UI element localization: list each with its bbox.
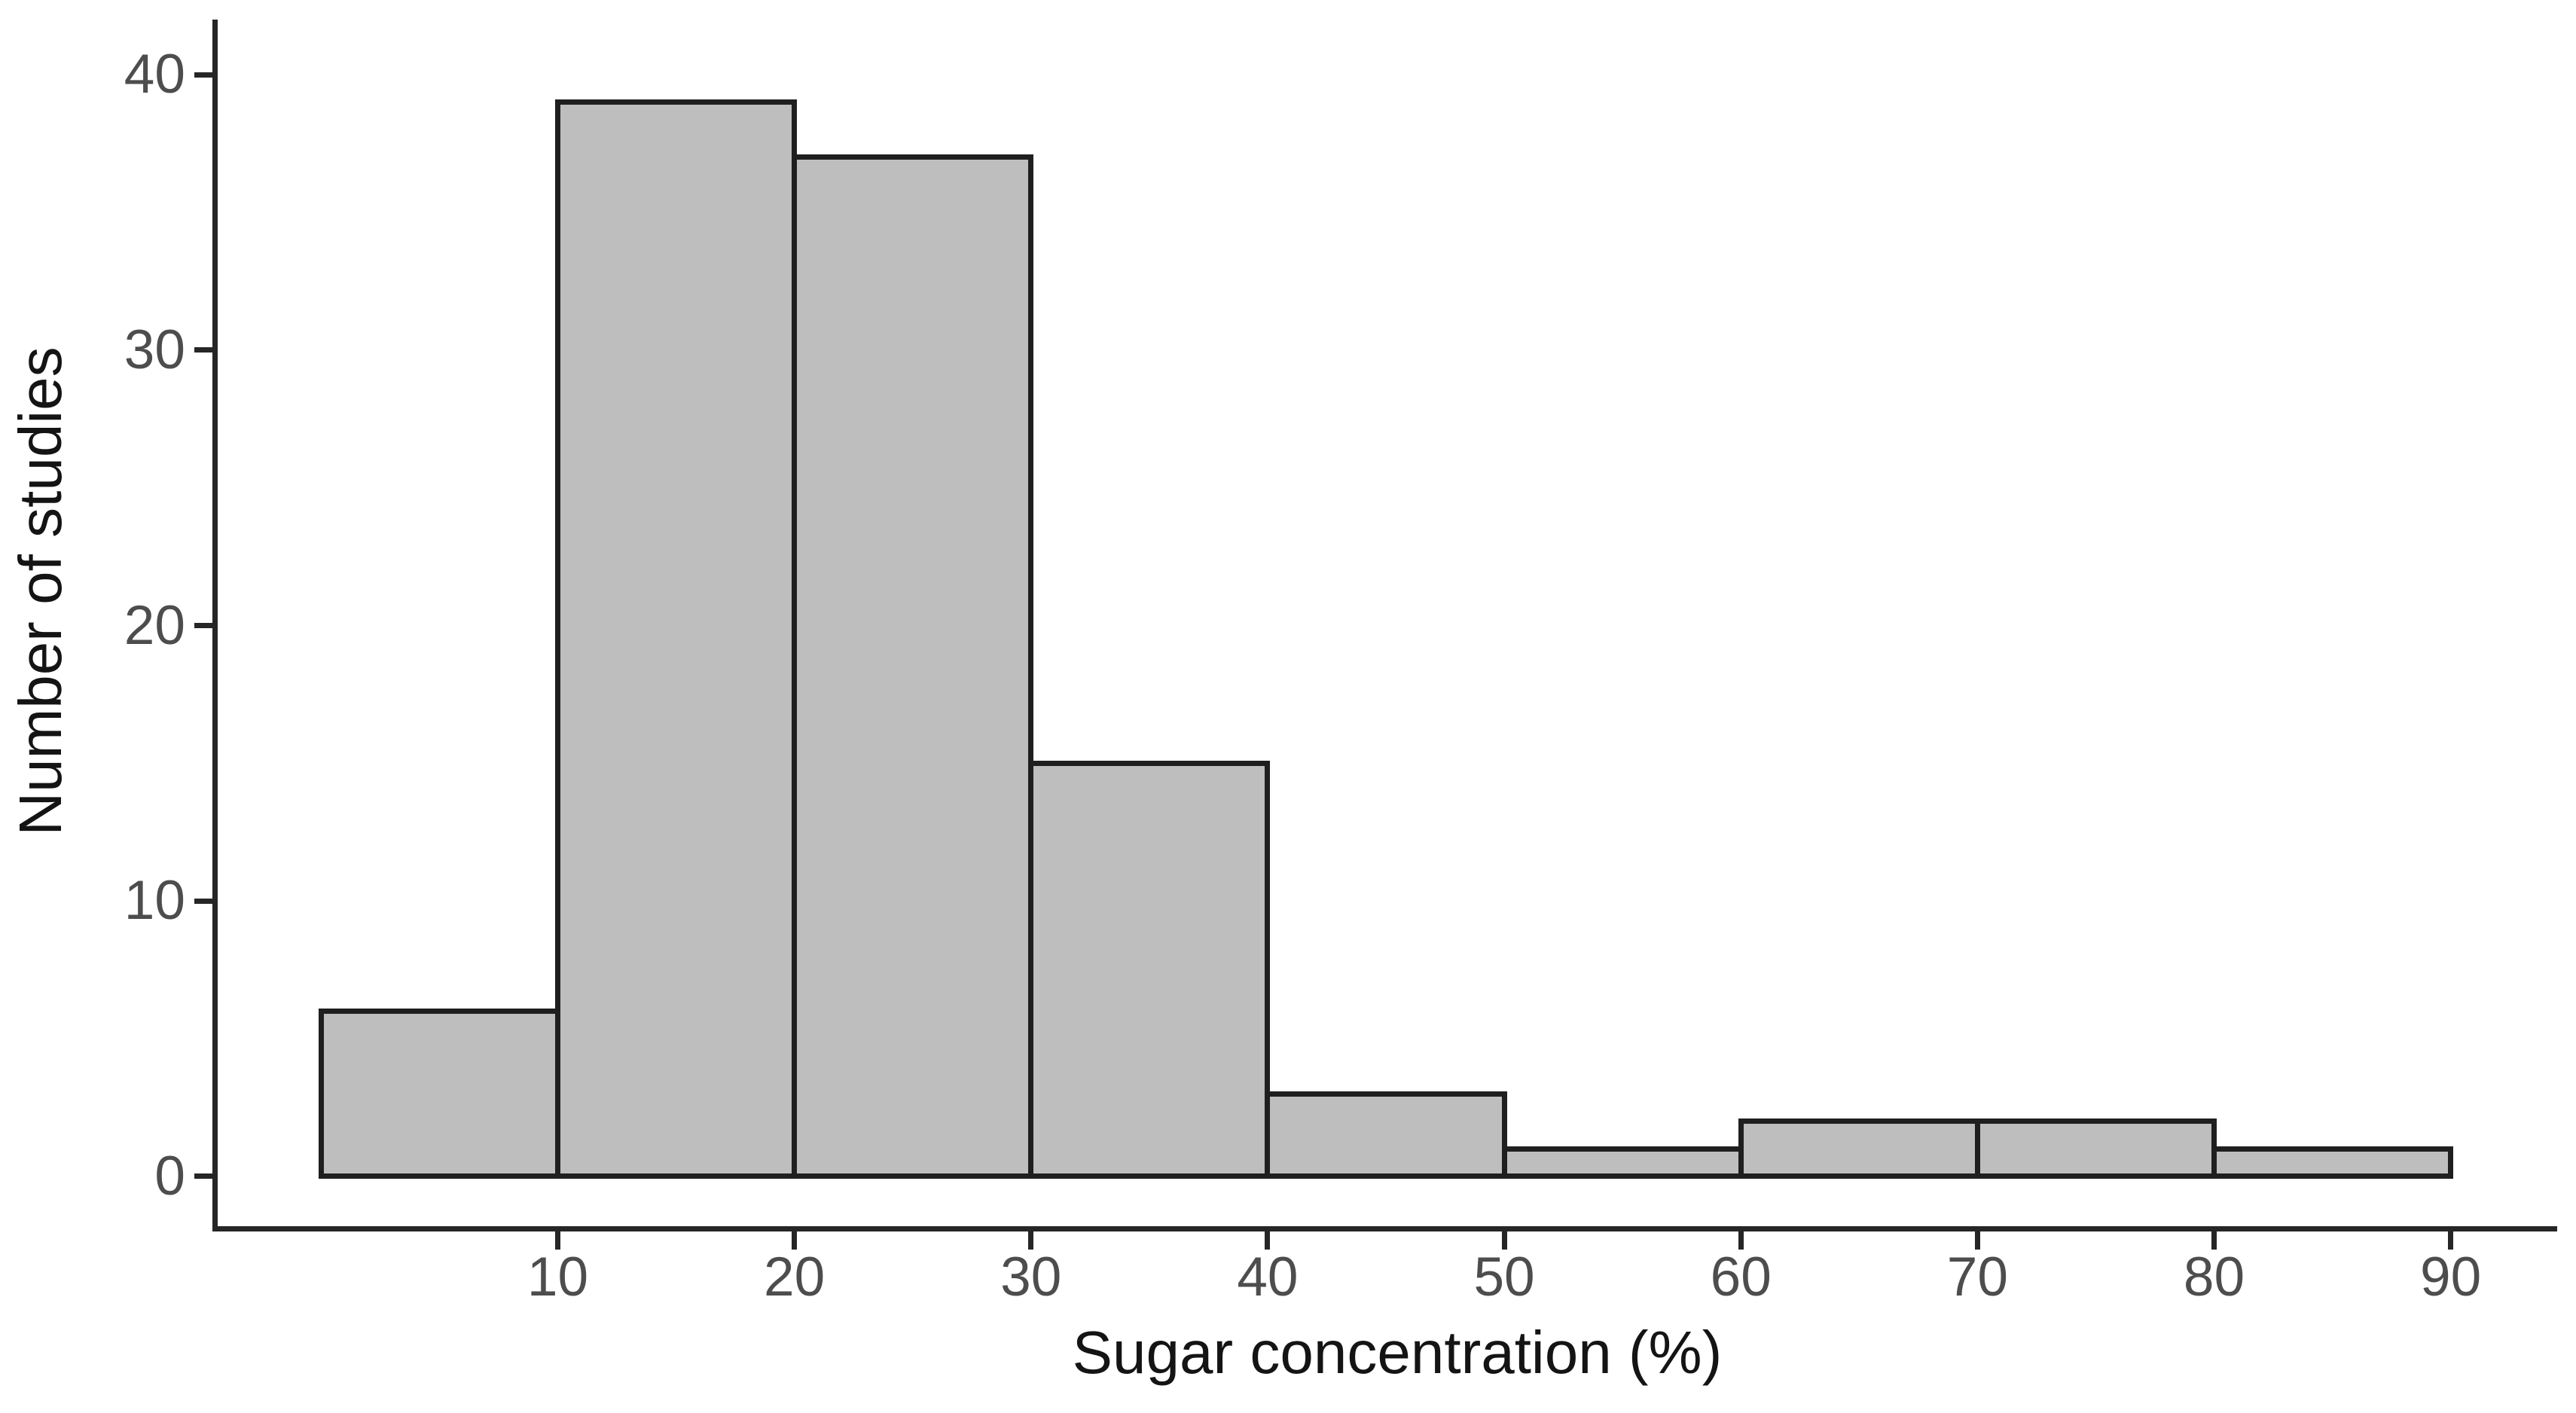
x-tick-label: 20 (764, 1247, 826, 1308)
y-tick-label: 20 (124, 594, 185, 656)
x-tick-mark (2448, 1231, 2454, 1250)
x-tick-mark (1501, 1231, 1507, 1250)
histogram-bar (555, 99, 798, 1180)
x-axis-title: Sugar concentration (%) (1072, 1319, 1723, 1386)
y-tick-label: 40 (124, 44, 185, 105)
x-tick-mark (1738, 1231, 1744, 1250)
y-tick-label: 0 (154, 1145, 185, 1207)
histogram-bar (1028, 760, 1271, 1180)
x-tick-label: 10 (526, 1247, 589, 1308)
histogram-bar (1501, 1146, 1744, 1180)
x-tick-label: 60 (1710, 1247, 1772, 1308)
histogram-bar (1738, 1118, 1980, 1180)
histogram-bar (1974, 1118, 2217, 1180)
x-tick-mark (1265, 1231, 1271, 1250)
x-tick-label: 70 (1946, 1247, 2008, 1308)
x-tick-label: 90 (2420, 1247, 2482, 1308)
x-tick-label: 30 (1000, 1247, 1062, 1308)
x-tick-label: 80 (2183, 1247, 2245, 1308)
histogram-bar (2211, 1146, 2454, 1180)
x-tick-mark (1028, 1231, 1034, 1250)
histogram-bar (1265, 1091, 1507, 1180)
y-tick-label: 10 (124, 870, 185, 932)
x-tick-mark (2211, 1231, 2217, 1250)
y-axis-title: Number of studies (7, 346, 74, 836)
x-tick-label: 40 (1237, 1247, 1299, 1308)
y-tick-mark (194, 623, 212, 628)
histogram-bar (318, 1008, 560, 1180)
x-axis-line (212, 1226, 2557, 1231)
y-tick-mark (194, 1173, 212, 1180)
y-tick-mark (194, 898, 212, 904)
histogram-bar (792, 154, 1034, 1180)
x-tick-mark (792, 1231, 798, 1250)
y-axis-line (212, 20, 218, 1231)
y-tick-mark (194, 347, 212, 353)
x-tick-mark (1974, 1231, 1980, 1250)
x-tick-mark (555, 1231, 560, 1250)
x-tick-label: 50 (1473, 1247, 1535, 1308)
y-tick-mark (194, 72, 212, 78)
y-tick-label: 30 (124, 319, 185, 380)
